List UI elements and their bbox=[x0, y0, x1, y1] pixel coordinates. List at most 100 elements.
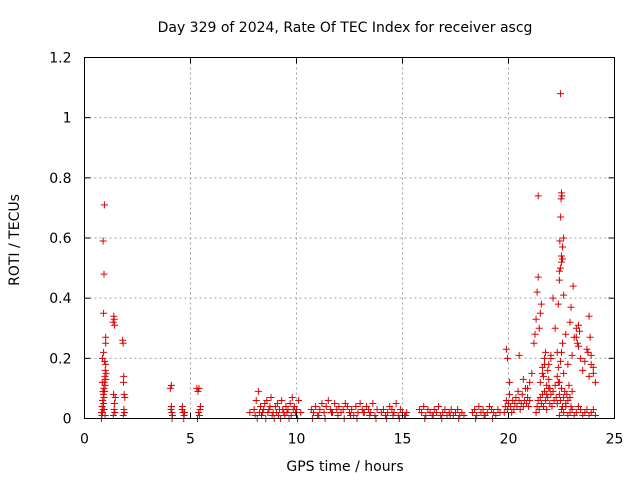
data-point bbox=[576, 327, 584, 335]
data-point bbox=[110, 315, 118, 323]
data-point bbox=[120, 372, 128, 380]
data-point bbox=[503, 354, 511, 362]
data-point bbox=[252, 396, 260, 404]
data-point bbox=[295, 396, 303, 404]
data-point bbox=[446, 411, 454, 419]
data-point bbox=[287, 411, 295, 419]
data-point bbox=[569, 282, 577, 290]
data-point bbox=[560, 234, 568, 242]
data-point bbox=[536, 309, 544, 317]
data-point bbox=[267, 393, 275, 401]
data-point bbox=[541, 354, 549, 362]
data-point bbox=[250, 405, 258, 413]
data-point bbox=[315, 411, 323, 419]
data-point bbox=[492, 411, 500, 419]
data-point bbox=[258, 411, 266, 419]
data-point bbox=[551, 381, 559, 389]
data-point bbox=[547, 354, 555, 362]
data-point bbox=[256, 402, 264, 410]
data-point bbox=[359, 408, 367, 416]
data-point bbox=[312, 402, 320, 410]
data-point bbox=[101, 372, 109, 380]
data-point bbox=[536, 378, 544, 386]
data-point bbox=[447, 405, 455, 413]
data-point bbox=[111, 321, 119, 329]
data-point bbox=[422, 411, 430, 419]
data-point bbox=[537, 300, 545, 308]
data-point bbox=[554, 363, 562, 371]
data-point bbox=[100, 309, 108, 317]
data-point bbox=[110, 399, 118, 407]
data-point bbox=[562, 330, 570, 338]
data-point bbox=[579, 366, 587, 374]
data-point bbox=[196, 402, 204, 410]
data-point bbox=[432, 408, 440, 416]
data-point bbox=[555, 267, 563, 275]
data-point bbox=[551, 324, 559, 332]
data-point bbox=[533, 288, 541, 296]
data-point bbox=[288, 393, 296, 401]
data-point bbox=[420, 402, 428, 410]
data-point bbox=[530, 339, 538, 347]
data-point bbox=[506, 390, 514, 398]
data-point bbox=[591, 378, 599, 386]
data-point bbox=[435, 402, 443, 410]
axis-ticks: 0 5 10 15 20 25 0 0.2 0.4 0.6 0.8 1 1.2 bbox=[49, 51, 623, 448]
data-point bbox=[119, 411, 127, 419]
data-point bbox=[100, 201, 108, 209]
data-point bbox=[557, 195, 565, 203]
data-point bbox=[502, 345, 510, 353]
data-point bbox=[120, 378, 128, 386]
data-point bbox=[524, 384, 532, 392]
data-point bbox=[532, 408, 540, 416]
data-point bbox=[283, 408, 291, 416]
data-point bbox=[316, 405, 324, 413]
data-point bbox=[181, 408, 189, 416]
data-point bbox=[518, 390, 526, 398]
data-point bbox=[577, 405, 585, 413]
data-points bbox=[97, 90, 599, 422]
data-point bbox=[102, 369, 110, 377]
data-point bbox=[591, 411, 599, 419]
data-point bbox=[563, 390, 571, 398]
data-point bbox=[553, 372, 561, 380]
data-point bbox=[510, 405, 518, 413]
grid-lines bbox=[84, 57, 615, 419]
data-point bbox=[558, 384, 565, 392]
data-point bbox=[555, 411, 563, 419]
data-point bbox=[100, 393, 108, 401]
data-point bbox=[392, 399, 400, 407]
data-point bbox=[100, 384, 108, 392]
data-point bbox=[109, 318, 117, 326]
data-point bbox=[166, 384, 174, 392]
data-point bbox=[584, 348, 592, 356]
data-point bbox=[545, 375, 553, 383]
data-point bbox=[100, 348, 108, 356]
data-point bbox=[339, 405, 347, 413]
data-point bbox=[178, 402, 186, 410]
data-point bbox=[254, 387, 262, 395]
data-point bbox=[564, 360, 572, 368]
data-point bbox=[102, 339, 110, 347]
data-point bbox=[544, 393, 552, 401]
data-point bbox=[539, 372, 547, 380]
data-point bbox=[556, 237, 564, 245]
data-point bbox=[102, 375, 110, 383]
y-tick-label: 1 bbox=[63, 111, 72, 127]
data-point bbox=[264, 408, 272, 416]
data-point bbox=[581, 357, 589, 365]
data-point bbox=[347, 411, 355, 419]
data-point bbox=[266, 402, 274, 410]
data-point bbox=[121, 393, 129, 401]
data-point bbox=[519, 375, 527, 383]
data-point bbox=[560, 408, 568, 416]
data-point bbox=[100, 405, 108, 413]
data-point bbox=[334, 411, 342, 419]
data-point bbox=[356, 399, 364, 407]
data-point bbox=[343, 402, 351, 410]
x-tick-label: 10 bbox=[288, 432, 306, 448]
data-point bbox=[99, 237, 107, 245]
data-point bbox=[500, 408, 508, 416]
data-point bbox=[568, 351, 576, 359]
data-point bbox=[98, 378, 106, 386]
